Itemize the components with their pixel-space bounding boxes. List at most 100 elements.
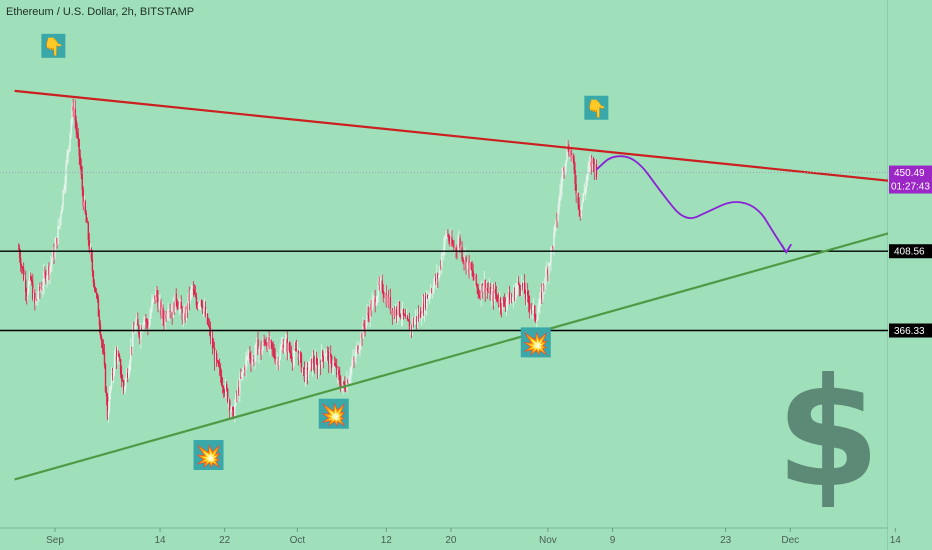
candle-body (287, 343, 290, 353)
candle-body (96, 293, 99, 299)
candle-body (469, 262, 471, 274)
candle-body (333, 362, 335, 368)
candle-body (446, 234, 448, 236)
candle-body (399, 315, 402, 318)
candle-body (295, 349, 298, 352)
candle-body (304, 368, 307, 381)
candle-body (546, 269, 548, 270)
candle-body (550, 248, 552, 263)
time-axis[interactable]: Sep 14 22 Oct 12 20 Nov 9 23 Dec 14 (46, 528, 901, 546)
candle-body (27, 292, 29, 296)
candle-body (375, 302, 377, 306)
candle-body (499, 298, 502, 308)
candle-body (268, 337, 270, 347)
candle-body (405, 316, 408, 318)
candle-body (297, 350, 300, 361)
candle-body (387, 295, 389, 305)
candle-body (229, 400, 231, 411)
candle-body (272, 347, 274, 350)
candle-body (198, 304, 201, 306)
candle-body (207, 323, 210, 326)
candle-body (585, 180, 587, 190)
candle-body (383, 294, 385, 298)
candle-body (365, 320, 367, 328)
axis-mask (888, 0, 932, 550)
candle-body (61, 206, 63, 214)
candle-body (127, 372, 129, 379)
candle-body (478, 294, 480, 297)
candle-body (260, 346, 262, 355)
candle-body (32, 282, 34, 299)
candle-body (305, 367, 308, 369)
candle-body (482, 286, 484, 292)
candle-body (491, 290, 494, 295)
candle-body (41, 288, 43, 290)
candle-body (264, 341, 266, 343)
candle-body (142, 324, 144, 330)
candle-body (222, 387, 225, 393)
candle-body (363, 323, 365, 327)
candle-body (401, 308, 404, 318)
candle-body (227, 389, 229, 402)
candle-body (440, 266, 442, 268)
candle-body (462, 258, 464, 262)
candle-body (506, 297, 509, 302)
candle-body (202, 308, 205, 311)
candle-body (243, 367, 245, 372)
candle-body (455, 248, 457, 250)
candle-body (519, 288, 522, 292)
candle-body (436, 273, 438, 282)
candle-body (238, 387, 240, 394)
candle-body (211, 337, 214, 348)
candle-body (395, 309, 398, 317)
candle-body (511, 298, 514, 302)
candle-body (435, 277, 437, 282)
candle-body (388, 296, 391, 305)
candle-body (513, 290, 516, 300)
candle-body (370, 304, 372, 311)
candle-body (248, 352, 250, 357)
candle-body (60, 213, 62, 218)
candle-body (73, 108, 75, 111)
candle-body (323, 357, 326, 361)
candle-body (84, 201, 86, 214)
candle-body (113, 355, 116, 372)
candle-body (350, 367, 352, 376)
candle-body (72, 106, 74, 111)
candle-body (331, 356, 333, 369)
candle-body (240, 377, 242, 379)
candle-body (43, 272, 45, 286)
x-tick-label: 12 (381, 535, 393, 546)
candle-body (503, 300, 506, 305)
candle-body (552, 246, 554, 248)
candle-body (149, 316, 151, 326)
candle-body (409, 326, 412, 331)
candle-body (540, 291, 542, 299)
candle-body (313, 363, 316, 367)
candle-body (497, 300, 500, 305)
candle-body (448, 235, 450, 242)
candle-body (361, 333, 363, 339)
candle-body (518, 284, 521, 289)
candle-body (57, 226, 59, 244)
candle-body (110, 372, 113, 388)
candle-body (59, 217, 61, 227)
candle-body (150, 310, 152, 317)
candle-body (48, 265, 50, 275)
candle-body (181, 308, 183, 320)
candle-body (51, 260, 53, 265)
level-price-tag (889, 244, 932, 259)
candle-body (509, 299, 512, 305)
candle-body (117, 354, 120, 357)
x-tick-label: Nov (539, 535, 557, 546)
candle-body (245, 358, 247, 371)
level-price-tag-label: 366.33 (894, 326, 925, 337)
candle-body (523, 282, 526, 294)
candle-body (145, 318, 147, 322)
candle-body (514, 290, 517, 300)
candle-body (214, 352, 217, 362)
candle-body (309, 358, 312, 362)
candle-body (330, 353, 332, 357)
